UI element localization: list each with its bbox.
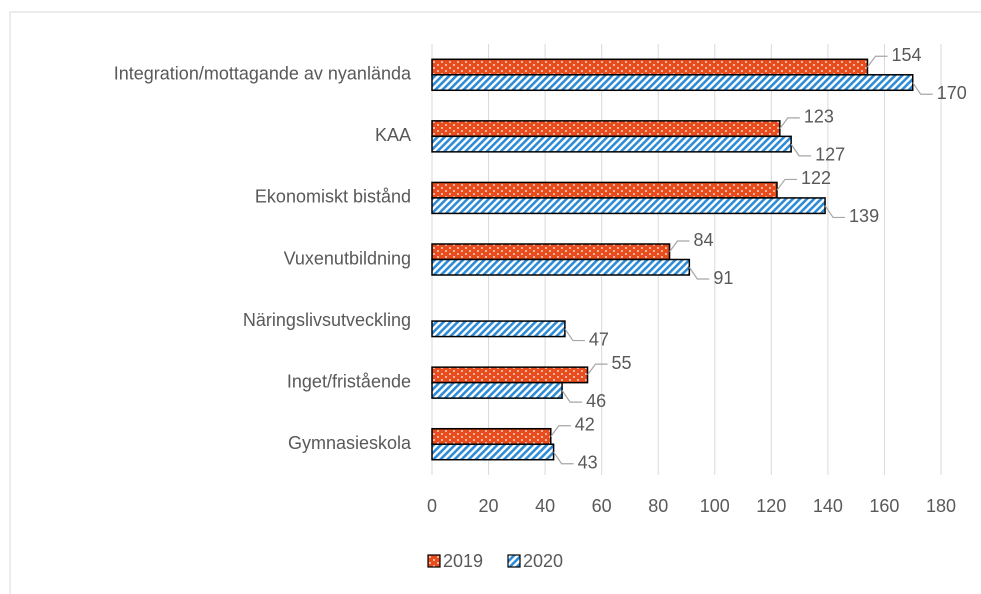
bar bbox=[431, 243, 671, 261]
x-tick-label: 180 bbox=[926, 496, 956, 516]
x-tick-label: 60 bbox=[592, 496, 612, 516]
data-label: 127 bbox=[815, 145, 845, 165]
data-label: 55 bbox=[612, 353, 632, 373]
data-label: 91 bbox=[713, 268, 733, 288]
leader-line bbox=[776, 178, 797, 191]
data-label: 46 bbox=[586, 391, 606, 411]
data-label: 43 bbox=[578, 452, 598, 472]
x-tick-label: 0 bbox=[427, 496, 437, 516]
data-label: 42 bbox=[575, 414, 595, 434]
bar bbox=[431, 381, 563, 399]
legend-label: 2019 bbox=[443, 551, 483, 571]
leader-line bbox=[912, 82, 933, 95]
x-tick-label: 80 bbox=[648, 496, 668, 516]
y-tick-label: Gymnasieskola bbox=[288, 433, 412, 453]
bar bbox=[431, 135, 792, 153]
x-tick-label: 100 bbox=[700, 496, 730, 516]
chart-frame bbox=[9, 11, 981, 594]
leader-line bbox=[564, 328, 585, 342]
data-label: 170 bbox=[937, 83, 967, 103]
x-tick-label: 40 bbox=[535, 496, 555, 516]
x-tick-label: 140 bbox=[813, 496, 843, 516]
leader-line bbox=[553, 451, 574, 465]
data-label: 139 bbox=[849, 206, 879, 226]
data-label: 122 bbox=[801, 168, 831, 188]
bar bbox=[431, 366, 589, 384]
data-label: 123 bbox=[804, 107, 834, 127]
bar bbox=[431, 443, 555, 461]
leader-line bbox=[550, 425, 571, 437]
leader-line bbox=[688, 266, 710, 280]
x-tick-label: 160 bbox=[869, 496, 899, 516]
y-tick-label: Integration/mottagande av nyanlända bbox=[114, 64, 412, 84]
leader-line bbox=[824, 205, 846, 219]
bar bbox=[431, 197, 826, 215]
y-tick-label: Inget/fristående bbox=[287, 371, 411, 391]
leader-line bbox=[866, 55, 888, 68]
bar bbox=[431, 427, 552, 445]
bar bbox=[431, 74, 914, 92]
bar bbox=[431, 320, 566, 338]
legend-swatch bbox=[507, 554, 521, 568]
data-label: 84 bbox=[694, 230, 714, 250]
leader-line bbox=[779, 117, 800, 129]
y-tick-label: Ekonomiskt bistånd bbox=[255, 187, 411, 207]
y-tick-label: Vuxenutbildning bbox=[284, 248, 411, 268]
y-tick-label: Näringslivsutveckling bbox=[243, 310, 411, 330]
legend-swatch bbox=[427, 554, 441, 568]
data-label: 47 bbox=[589, 329, 609, 349]
leader-line bbox=[587, 363, 608, 376]
leader-line bbox=[790, 143, 812, 157]
bar bbox=[431, 58, 869, 76]
y-tick-label: KAA bbox=[375, 125, 411, 145]
leader-line bbox=[561, 390, 583, 403]
bar bbox=[431, 258, 691, 276]
data-label: 154 bbox=[891, 45, 921, 65]
x-tick-label: 120 bbox=[756, 496, 786, 516]
x-tick-label: 20 bbox=[479, 496, 499, 516]
leader-line bbox=[669, 240, 690, 253]
bar bbox=[431, 181, 778, 199]
bar bbox=[431, 120, 781, 138]
legend-label: 2020 bbox=[523, 551, 563, 571]
